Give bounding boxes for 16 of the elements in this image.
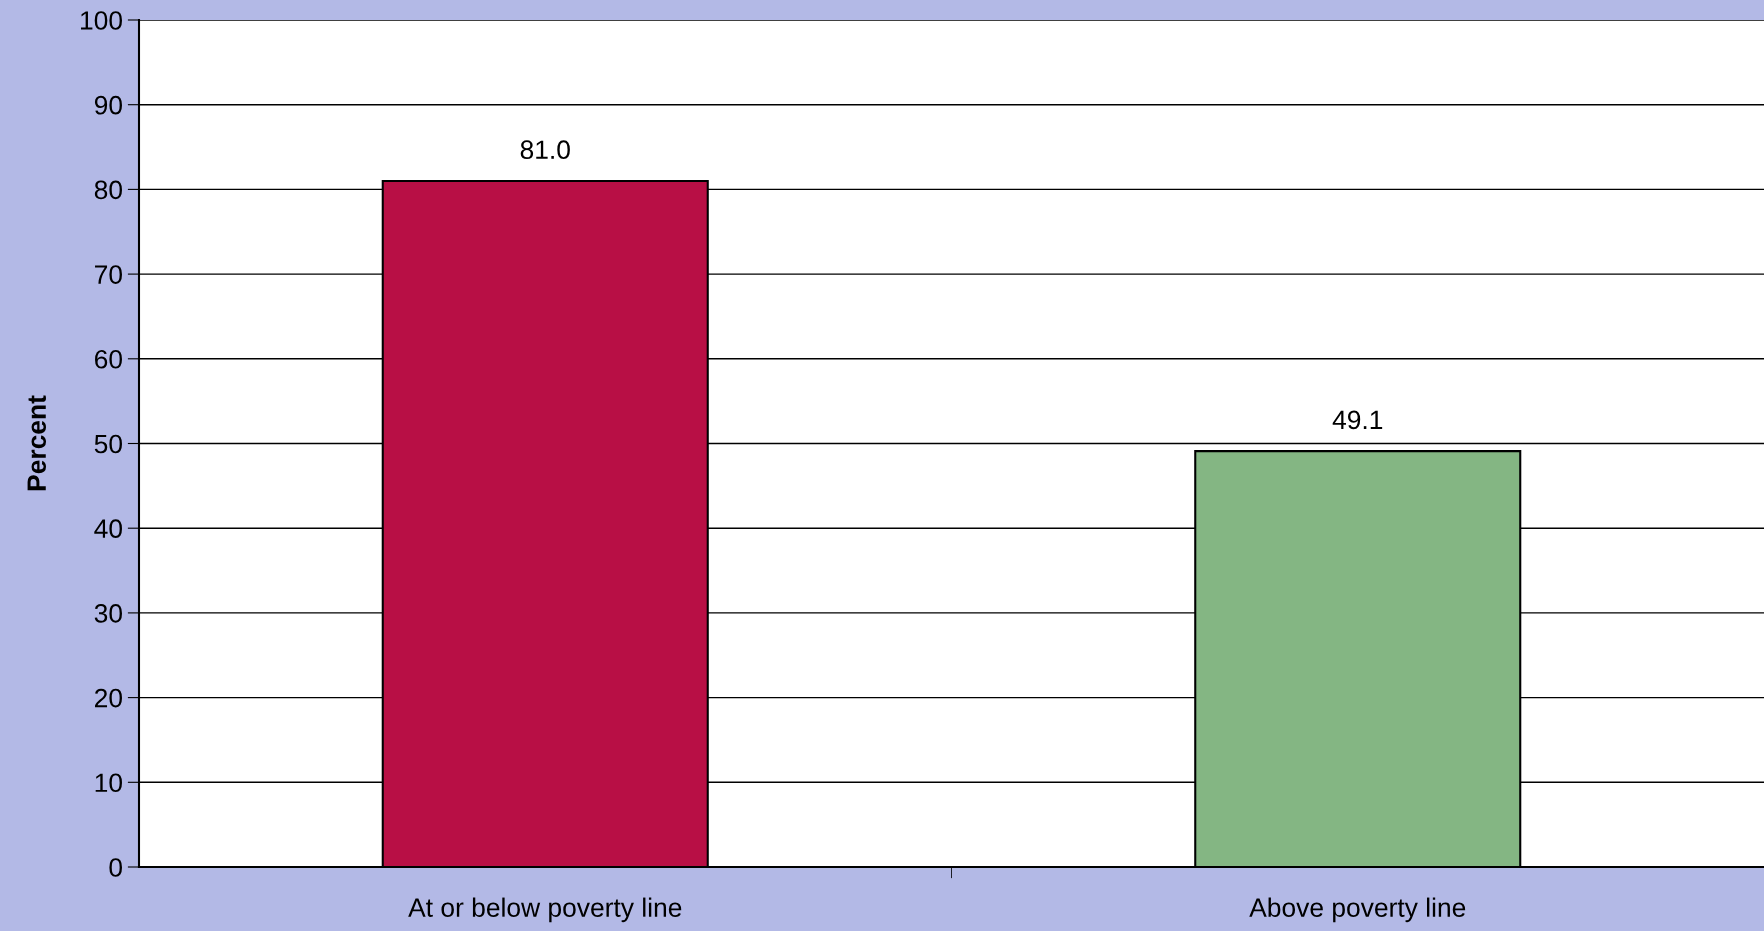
y-tick-label: 20 (95, 688, 122, 708)
y-tick-label: 70 (95, 265, 122, 284)
data-label: 49.1 (1332, 410, 1383, 430)
y-tick-label: 0 (109, 858, 122, 877)
y-tick-label: 90 (94, 95, 122, 115)
y-tick-label: 60 (95, 349, 122, 369)
y-tick-label: 50 (94, 434, 122, 454)
y-tick-label: 40 (94, 519, 122, 539)
y-tick-label: 10 (95, 773, 122, 793)
y-axis-title: Percent (27, 395, 47, 491)
y-tick-label: 100 (81, 11, 122, 30)
x-tick-label: At or below poverty line (408, 897, 682, 923)
data-label: 81.0 (520, 140, 570, 160)
y-tick-label: 30 (94, 604, 122, 623)
x-tick-label: Above poverty line (1249, 897, 1466, 923)
y-tick-label: 80 (94, 180, 122, 200)
